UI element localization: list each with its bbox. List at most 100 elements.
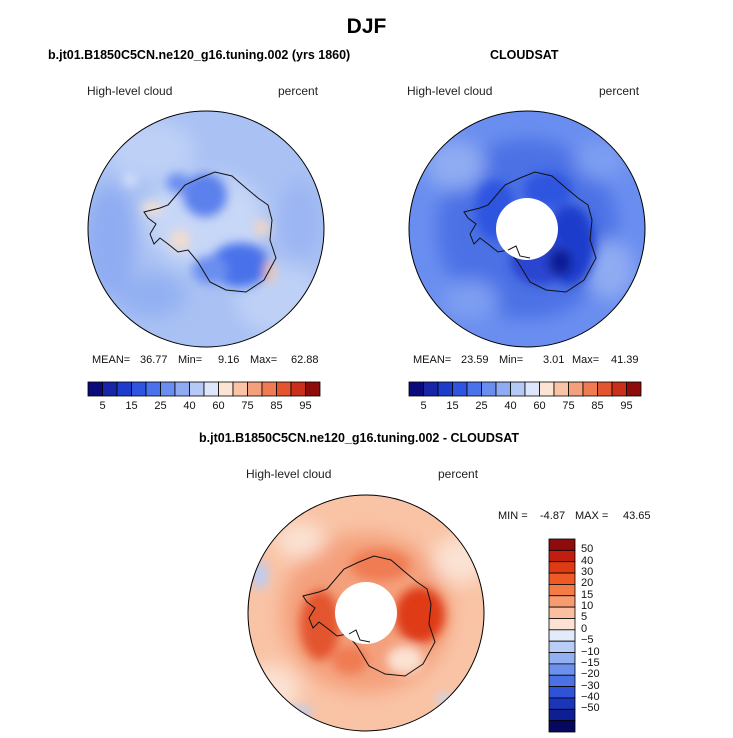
- obs-colorbar-swatch: [539, 381, 555, 397]
- model-colorbar-tick-label: 5: [99, 400, 106, 412]
- diff-colorbar-tick-label: 40: [581, 554, 594, 567]
- panel-obs-min-label: Min=: [499, 354, 524, 366]
- diff-colorbar-tick-label: −50: [581, 702, 600, 715]
- panel-obs-min: 3.01: [543, 354, 565, 366]
- diff-colorbar-swatch: [548, 618, 576, 631]
- obs-colorbar-swatch: [408, 381, 424, 397]
- panel-model-min: 9.16: [218, 354, 240, 366]
- model-colorbar-swatch: [160, 381, 176, 397]
- obs-colorbar-swatch: [553, 381, 569, 397]
- diff-colorbar-tick-label: −20: [581, 668, 600, 681]
- panel-model-max-label: Max=: [250, 354, 278, 366]
- model-colorbar-swatch: [261, 381, 277, 397]
- panel-diff-min: -4.87: [540, 510, 566, 522]
- model-colorbar-swatch: [131, 381, 147, 397]
- panel-obs-mean-label: MEAN=: [413, 354, 452, 366]
- panel-obs-variable-label: High-level cloud: [407, 84, 493, 98]
- diff-colorbar-swatch: [548, 708, 576, 722]
- diff-colorbar-swatch: [548, 538, 576, 551]
- diff-colorbar-tick-label: 0: [581, 622, 588, 635]
- diff-colorbar-swatch: [548, 697, 576, 710]
- obs-colorbar-tick-label: 85: [591, 400, 604, 412]
- obs-colorbar-swatch: [495, 381, 511, 397]
- diff-colorbar-swatch: [548, 572, 576, 585]
- diff-colorbar-tick-label: 30: [581, 566, 594, 579]
- panel-obs-units-label: percent: [599, 84, 640, 98]
- obs-colorbar-swatch: [611, 381, 627, 397]
- diff-colorbar-tick-label: 15: [581, 588, 594, 601]
- panel-diff-max: 43.65: [623, 510, 651, 522]
- panel-diff-max-label: MAX =: [575, 510, 609, 522]
- obs-map-frame: [408, 110, 646, 348]
- panel-model-mean-label: MEAN=: [92, 354, 131, 366]
- model-colorbar-swatch: [305, 381, 321, 397]
- model-colorbar-swatch: [203, 381, 219, 397]
- model-colorbar-tick-label: 15: [125, 400, 138, 412]
- model-colorbar-swatch: [247, 381, 263, 397]
- obs-colorbar-swatch: [568, 381, 584, 397]
- diff-colorbar-swatch: [548, 663, 576, 676]
- panel-obs-max: 41.39: [611, 354, 639, 366]
- season-title: DJF: [346, 15, 387, 38]
- panel-model-max: 62.88: [291, 354, 319, 366]
- model-colorbar-tick-label: 60: [212, 400, 225, 412]
- obs-colorbar-swatch: [582, 381, 598, 397]
- model-colorbar-tick-label: 95: [299, 400, 312, 412]
- obs-colorbar-swatch: [452, 381, 468, 397]
- panel-model-mean: 36.77: [140, 354, 168, 366]
- diff-map-frame: [247, 494, 485, 732]
- obs-colorbar-tick-label: 95: [620, 400, 633, 412]
- panel-diff-min-label: MIN =: [498, 510, 528, 522]
- obs-colorbar-tick-label: 60: [533, 400, 546, 412]
- diff-colorbar-swatch: [548, 720, 576, 733]
- diff-colorbar-tick-label: −40: [581, 690, 600, 703]
- obs-colorbar-tick-label: 25: [475, 400, 488, 412]
- diff-colorbar: [548, 538, 576, 733]
- diff-colorbar-swatch: [548, 686, 576, 699]
- diff-colorbar-swatch: [548, 629, 576, 642]
- diff-colorbar-swatch: [548, 595, 576, 608]
- obs-colorbar-tick-label: 15: [446, 400, 459, 412]
- model-colorbar-tick-label: 75: [241, 400, 254, 412]
- panel-diff-title: b.jt01.B1850C5CN.ne120_g16.tuning.002 - …: [199, 431, 519, 445]
- model-colorbar-swatch: [116, 381, 132, 397]
- diff-colorbar-tick-label: 5: [581, 611, 588, 624]
- panel-obs-max-label: Max=: [572, 354, 600, 366]
- obs-map: [409, 111, 645, 347]
- model-colorbar-swatch: [189, 381, 205, 397]
- model-colorbar-swatch: [276, 381, 292, 397]
- panel-model-title: b.jt01.B1850C5CN.ne120_g16.tuning.002 (y…: [48, 48, 351, 62]
- obs-colorbar: [408, 381, 642, 397]
- obs-colorbar-swatch: [466, 381, 482, 397]
- obs-colorbar-swatch: [524, 381, 540, 397]
- model-colorbar-swatch: [218, 381, 234, 397]
- panel-diff-units-label: percent: [438, 467, 479, 481]
- obs-colorbar-tick-label: 5: [420, 400, 427, 412]
- model-colorbar-swatch: [102, 381, 118, 397]
- obs-colorbar-tick-label: 40: [504, 400, 517, 412]
- obs-colorbar-swatch: [510, 381, 526, 397]
- diff-colorbar-tick-label: 20: [581, 577, 594, 590]
- diff-colorbar-swatch: [548, 561, 576, 574]
- obs-colorbar-tick-label: 75: [562, 400, 575, 412]
- panel-model-units-label: percent: [278, 84, 319, 98]
- diff-colorbar-swatch: [548, 674, 576, 687]
- obs-colorbar-swatch: [626, 381, 642, 397]
- model-colorbar-swatch: [145, 381, 161, 397]
- diff-colorbar-swatch: [548, 640, 576, 653]
- diff-colorbar-swatch: [548, 652, 576, 665]
- panel-obs-title: CLOUDSAT: [490, 48, 559, 62]
- model-map-frame: [87, 110, 325, 348]
- panel-diff-variable-label: High-level cloud: [246, 467, 332, 481]
- model-colorbar-tick-label: 40: [183, 400, 196, 412]
- panel-model-variable-label: High-level cloud: [87, 84, 173, 98]
- panel-model-min-label: Min=: [178, 354, 203, 366]
- model-colorbar-swatch: [232, 381, 248, 397]
- model-map: [88, 111, 324, 347]
- obs-colorbar-swatch: [481, 381, 497, 397]
- diff-colorbar-tick-label: −10: [581, 645, 600, 658]
- model-colorbar-swatch: [87, 381, 103, 397]
- model-colorbar-tick-label: 25: [154, 400, 167, 412]
- diff-colorbar-tick-label: 50: [581, 543, 594, 556]
- diff-colorbar-swatch: [548, 606, 576, 619]
